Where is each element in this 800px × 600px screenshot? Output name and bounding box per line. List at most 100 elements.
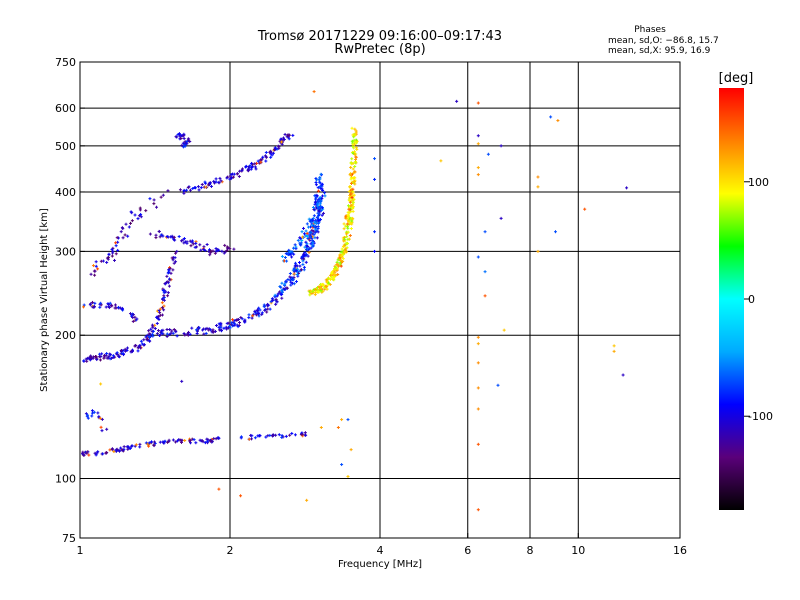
trace-point-v [158,334,160,338]
trace-point-v [313,214,315,218]
trace-point-v [319,180,321,184]
trace-point-v [146,334,148,338]
trace-point-v [223,326,225,330]
trace-point-v [203,245,205,249]
trace-point-v [162,297,164,301]
trace-point-v [189,437,191,441]
trace-point-v [305,260,307,264]
trace-point-v [351,196,353,200]
trace-point-v [314,288,316,292]
trace-point-v [91,356,93,360]
scatter-point-v [100,382,102,386]
trace-point-v [180,136,182,140]
trace-point-v [174,238,176,242]
trace-point-v [254,165,256,169]
trace-point-v [324,286,326,290]
trace-point-v [176,249,178,253]
trace-point-v [233,172,235,176]
trace-point-v [115,449,117,453]
scatter-point-v [557,119,559,123]
trace-point-v [309,225,311,229]
trace-point-v [207,438,209,442]
trace-point-v [345,250,347,254]
trace-point-v [170,271,172,275]
trace-point-v [274,293,276,297]
trace-point-v [139,206,141,210]
trace-point-v [140,215,142,219]
trace-point-v [202,328,204,332]
trace-point-v [181,438,183,442]
colorbar-tick-label: 0 [748,293,755,306]
trace-point-v [352,167,354,171]
trace-point-v [308,233,310,237]
trace-point-v [324,191,326,195]
scatter-point-v [306,498,308,502]
trace-point-v [254,436,256,440]
trace-point-v [280,292,282,296]
trace-point-v [291,255,293,259]
y-axis-ticks: 75 100 200 300 400 500 600 750 [55,56,85,545]
trace-point-v [265,308,267,312]
trace-point-v [121,307,123,311]
trace-point-v [351,172,353,176]
scatter-point-v [477,134,479,138]
trace-point-v [185,140,187,144]
trace-point-v [299,269,301,273]
scatter-point-v [503,328,505,332]
trace-point-v [168,269,170,273]
trace-point-v [85,412,87,416]
trace-point-v [307,237,309,241]
trace-point-v [170,235,172,239]
trace-point-v [339,254,341,258]
trace-point-v [83,359,85,363]
trace-point-v [175,440,177,444]
trace-point-v [127,234,129,238]
trace-point-v [280,137,282,141]
trace-point-v [309,236,311,240]
trace-point-v [298,272,300,276]
trace-point-v [117,305,119,309]
trace-point-v [191,326,193,330]
trace-point-v [317,225,319,229]
trace-point-v [291,251,293,255]
trace-point-v [281,254,283,258]
trace-point-v [122,236,124,240]
trace-point-v [264,154,266,158]
trace-point-v [301,239,303,243]
trace-point-v [91,300,93,304]
trace-point-v [229,247,231,251]
trace-point-v [309,238,311,242]
trace-point-v [167,291,169,295]
trace-point-v [339,261,341,265]
trace-point-v [109,301,111,305]
trace-point-v [317,230,319,234]
trace-point-v [183,241,185,245]
trace-point-v [354,182,356,186]
trace-point-v [259,434,261,438]
trace-point-v [311,290,313,294]
trace-point-v [353,179,355,183]
trace-point-v [151,440,153,444]
trace-point-v [205,331,207,335]
scatter-point-v [347,474,349,478]
trace-point-v [208,327,210,331]
trace-point-v [312,239,314,243]
trace-point-v [228,321,230,325]
trace-point-v [162,440,164,444]
trace-point-v [215,247,217,251]
x-tick-label: 1 [77,544,84,557]
trace-point-v [317,211,319,215]
trace-point-v [315,193,317,197]
trace-point-v [313,222,315,226]
trace-point-v [261,312,263,316]
trace-point-v [91,414,93,418]
trace-point-v [206,243,208,247]
trace-point-v [276,294,278,298]
trace-point-v [189,188,191,192]
trace-point-v [154,323,156,327]
trace-point-v [296,269,298,273]
trace-point-v [115,244,117,248]
trace-point-v [149,335,151,339]
trace-point-v [232,318,234,322]
trace-point-v [189,332,191,336]
